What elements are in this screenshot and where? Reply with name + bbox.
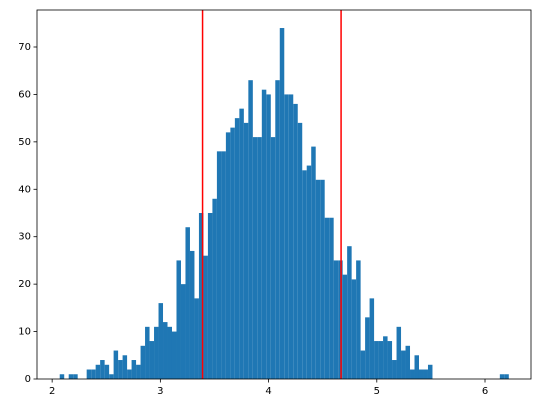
bar: [145, 326, 150, 379]
bar: [279, 28, 285, 380]
bar: [414, 355, 419, 379]
bar: [275, 80, 280, 379]
bar: [104, 364, 110, 379]
bar: [288, 94, 294, 379]
bar: [320, 179, 325, 379]
bar: [342, 274, 348, 379]
bar: [154, 326, 159, 379]
bar: [212, 198, 217, 379]
bar: [302, 170, 307, 379]
bar: [73, 374, 78, 379]
bar: [113, 350, 119, 379]
bar: [427, 364, 433, 379]
bar: [198, 212, 204, 379]
bar: [504, 374, 509, 379]
bar: [333, 260, 339, 379]
bar: [234, 118, 240, 379]
bar: [360, 350, 366, 379]
x-tick-label: 3: [157, 386, 163, 397]
bar: [369, 298, 375, 379]
bar: [185, 227, 190, 379]
bar: [176, 260, 181, 379]
bar: [243, 122, 249, 379]
bar: [378, 341, 384, 379]
bar: [374, 341, 379, 379]
bar: [230, 127, 235, 379]
bar: [266, 94, 271, 379]
x-tick-label: 6: [482, 386, 488, 397]
bar: [140, 345, 146, 379]
bar: [127, 369, 132, 379]
bar: [499, 374, 505, 379]
bar: [356, 260, 361, 379]
bar: [167, 326, 172, 379]
axes-frame: [36, 9, 532, 380]
y-tick-label: 30: [18, 232, 31, 243]
bar: [122, 355, 128, 379]
bar: [418, 369, 424, 379]
y-tick-label: 60: [18, 89, 31, 100]
bar: [311, 146, 316, 379]
bar: [216, 151, 222, 379]
bar: [329, 217, 334, 379]
bar: [194, 298, 199, 379]
bar: [95, 364, 101, 379]
bar: [347, 246, 352, 379]
bar: [365, 317, 370, 379]
bar: [136, 364, 141, 379]
bar: [351, 279, 357, 379]
bar: [100, 360, 105, 379]
bar: [284, 94, 289, 379]
bar: [293, 103, 298, 379]
bar: [203, 255, 208, 379]
y-tick-label: 10: [18, 327, 31, 338]
bar: [109, 374, 114, 379]
bar: [118, 360, 123, 379]
bar: [131, 360, 137, 379]
y-tick-label: 20: [18, 279, 31, 290]
bar: [270, 137, 276, 379]
bar: [248, 80, 253, 379]
bar: [59, 374, 65, 379]
bar: [68, 374, 74, 379]
y-tick-label: 0: [25, 374, 31, 385]
bar: [189, 250, 195, 379]
bar: [239, 108, 244, 379]
bar: [252, 137, 258, 379]
bar: [221, 151, 226, 379]
bar: [163, 322, 168, 379]
bar: [149, 341, 155, 379]
bar: [383, 336, 388, 379]
bar: [158, 303, 164, 379]
y-tick-label: 70: [18, 42, 31, 53]
bar: [392, 360, 397, 379]
x-tick-label: 2: [49, 386, 55, 397]
y-tick-label: 40: [18, 184, 31, 195]
bar: [401, 350, 406, 379]
bar: [405, 345, 411, 379]
bar: [324, 217, 330, 379]
bar: [207, 212, 213, 379]
y-tick-label: 50: [18, 137, 31, 148]
bar: [396, 326, 402, 379]
bar: [261, 89, 267, 379]
bar: [387, 341, 393, 379]
x-tick-label: 5: [374, 386, 380, 397]
bar: [86, 369, 92, 379]
bar: [91, 369, 96, 379]
bar: [410, 369, 415, 379]
bar: [257, 137, 262, 379]
bar: [171, 331, 177, 379]
bar: [423, 369, 428, 379]
bar: [297, 122, 303, 379]
bar: [225, 132, 231, 379]
x-tick-label: 4: [265, 386, 271, 397]
bar: [315, 179, 321, 379]
bar: [180, 284, 186, 379]
bar: [306, 165, 312, 379]
